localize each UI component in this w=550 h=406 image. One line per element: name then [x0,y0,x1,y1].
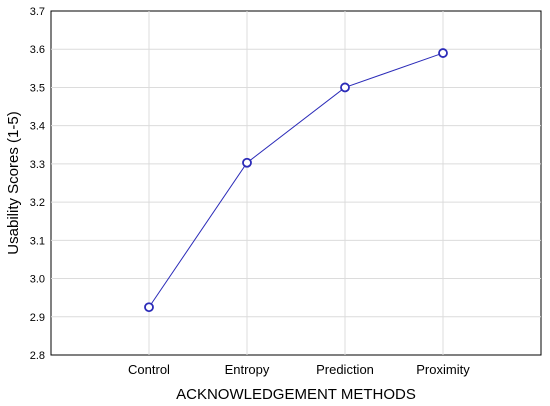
y-tick-label: 3.7 [30,6,45,18]
plot-frame [50,10,542,356]
data-point [144,302,154,313]
y-tick-label: 3.2 [30,197,45,209]
y-tick-label: 3.0 [30,274,45,286]
y-tick-label: 3.6 [30,44,45,56]
x-tick-label: Entropy [225,362,270,377]
y-tick-label: 3.5 [30,82,45,94]
y-axis-title: Usability Scores (1-5) [5,111,22,254]
data-point [242,157,252,168]
y-tick-label: 2.8 [30,350,45,362]
y-tick-label: 3.1 [30,235,45,247]
data-point [340,82,350,93]
x-tick-label: Prediction [316,362,374,377]
data-point [438,48,448,58]
y-tick-labels: 2.8 2.9 3.0 3.1 3.2 3.3 3.4 3.5 3.6 3.7 [30,6,45,362]
x-tick-labels: Control Entropy Prediction Proximity [128,362,470,377]
x-axis-title: ACKNOWLEDGEMENT METHODS [176,386,416,403]
x-tick-label: Proximity [416,362,470,377]
y-tick-label: 3.4 [30,121,45,133]
y-tick-label: 3.3 [30,159,45,171]
y-tick-label: 2.9 [30,312,45,324]
x-tick-label: Control [128,362,170,377]
series-line [148,52,444,308]
series-layer [144,48,448,313]
